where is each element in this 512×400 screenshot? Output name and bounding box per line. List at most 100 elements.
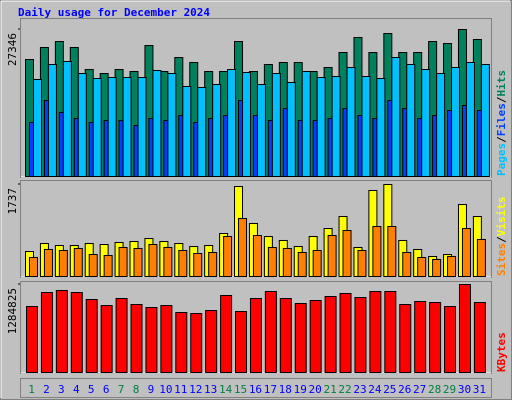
- bar: [294, 303, 307, 373]
- bar: [256, 84, 266, 177]
- bar: [451, 67, 461, 177]
- chart-title: Daily usage for December 2024: [18, 6, 210, 19]
- bar: [372, 226, 382, 277]
- bar: [357, 249, 367, 278]
- legend-entry: Visits: [495, 197, 508, 237]
- bar: [312, 249, 322, 278]
- x-tick-label: 28: [428, 383, 441, 396]
- bar: [447, 255, 457, 278]
- bar: [342, 230, 352, 278]
- x-tick-label: 29: [443, 383, 456, 396]
- x-tick-label: 26: [398, 383, 411, 396]
- x-tick-label: 30: [458, 383, 471, 396]
- bar: [252, 235, 262, 278]
- x-tick-label: 31: [473, 383, 486, 396]
- bar: [223, 236, 233, 278]
- bar: [267, 246, 277, 278]
- bar: [160, 305, 173, 374]
- bar: [249, 298, 262, 373]
- bar: [286, 82, 296, 177]
- bar: [43, 248, 53, 278]
- bar: [316, 77, 326, 177]
- bar: [238, 218, 248, 277]
- bar: [212, 84, 222, 177]
- bar: [324, 296, 337, 373]
- bar: [297, 252, 307, 278]
- bar: [436, 73, 446, 177]
- y-max-label: 27346: [6, 33, 19, 66]
- legend-entry: Files: [495, 103, 508, 136]
- x-tick-label: 17: [264, 383, 277, 396]
- legend: Sites/Visits: [495, 197, 508, 277]
- bar: [40, 292, 53, 373]
- bar: [103, 255, 113, 278]
- bar: [346, 67, 356, 177]
- bar: [432, 258, 442, 277]
- bar: [152, 70, 162, 177]
- x-tick-label: 1: [28, 383, 35, 396]
- bar: [107, 77, 117, 177]
- bar: [414, 301, 427, 373]
- x-tick-label: 10: [159, 383, 172, 396]
- bar: [402, 252, 412, 278]
- x-tick-label: 16: [249, 383, 262, 396]
- bar: [242, 72, 252, 177]
- x-tick-label: 23: [353, 383, 366, 396]
- x-tick-label: 6: [103, 383, 110, 396]
- bar: [361, 76, 371, 177]
- bar: [47, 64, 57, 177]
- legend-separator: /: [495, 236, 508, 243]
- bar: [85, 299, 98, 374]
- bar: [376, 78, 386, 177]
- bar: [33, 79, 42, 177]
- x-tick-label: 22: [338, 383, 351, 396]
- bar: [175, 312, 188, 373]
- bar: [197, 87, 207, 177]
- bar: [148, 244, 158, 278]
- bar: [29, 256, 38, 277]
- bar: [145, 307, 158, 373]
- x-tick-label: 2: [43, 383, 50, 396]
- bar: [421, 69, 431, 177]
- bar: [178, 249, 188, 278]
- bar: [133, 247, 143, 278]
- x-tick-label: 13: [204, 383, 217, 396]
- bar: [476, 238, 486, 278]
- bar: [387, 226, 397, 277]
- bar: [92, 78, 102, 177]
- bar: [137, 77, 147, 177]
- legend-separator: /: [495, 136, 508, 143]
- bar: [301, 71, 311, 177]
- bar: [444, 306, 457, 373]
- bar: [480, 64, 490, 177]
- bar: [118, 246, 128, 278]
- x-tick-label: 12: [189, 383, 202, 396]
- bar: [406, 64, 416, 177]
- bar: [309, 300, 322, 373]
- legend-entry: Sites: [495, 243, 508, 276]
- y-max-label: 1737: [6, 188, 19, 215]
- x-tick-label: 9: [148, 383, 155, 396]
- legend-separator: /: [495, 96, 508, 103]
- bar: [399, 304, 412, 373]
- x-tick-label: 8: [133, 383, 140, 396]
- bar: [458, 284, 471, 373]
- x-tick-label: 27: [413, 383, 426, 396]
- bar: [182, 86, 192, 177]
- legend-entry: Hits: [495, 70, 508, 97]
- bar: [327, 235, 337, 278]
- bar: [70, 292, 83, 373]
- bar: [100, 305, 113, 374]
- y-max-label: 1284825: [6, 288, 19, 334]
- bar: [62, 61, 72, 177]
- bar: [88, 254, 98, 278]
- bar: [331, 76, 341, 177]
- bar: [417, 256, 427, 277]
- x-tick-label: 3: [58, 383, 65, 396]
- bar: [73, 247, 83, 278]
- bar: [339, 293, 352, 373]
- bar: [384, 291, 397, 374]
- bar: [205, 310, 218, 374]
- bar: [167, 73, 177, 177]
